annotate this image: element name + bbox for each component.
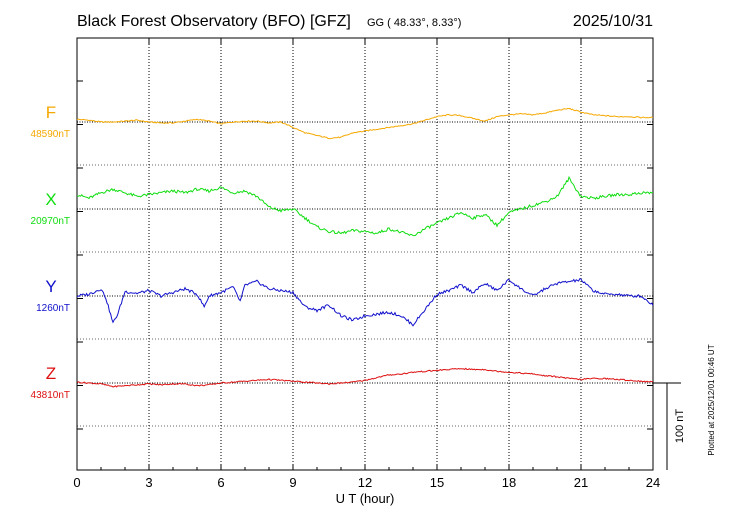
plotted-note: Plotted at 2025/12/01 00:46 UT [707,344,716,455]
series-baseline-label-f: 48590nT [31,129,70,140]
series-line-x [76,175,654,237]
chart-title: Black Forest Observatory (BFO) [GFZ] [77,13,351,30]
series-line-y [76,278,654,327]
x-tick-label: 18 [502,475,516,490]
x-axis-label: U T (hour) [336,491,395,506]
x-tick-label: 9 [289,475,296,490]
station-coords: GG ( 48.33°, 8.33°) [367,17,461,29]
series-line-z [76,367,654,388]
x-tick-label: 0 [73,475,80,490]
x-tick-label: 3 [145,475,152,490]
grid-lines [77,38,653,470]
scale-bar-label: 100 nT [674,409,686,444]
series-name-f: F [46,103,56,122]
x-tick-label: 12 [358,475,372,490]
x-tick-label: 24 [646,475,660,490]
series-baseline-label-y: 1260nT [36,303,70,314]
series-name-y: Y [45,277,56,296]
x-axis: 0 3 6 9 12 15 18 21 24 [73,38,660,490]
series-labels: F 48590nT X 20970nT Y 1260nT Z 43810nT [31,103,70,401]
series-name-x: X [45,190,56,209]
x-tick-label: 6 [217,475,224,490]
chart-date: 2025/10/31 [573,13,653,30]
series-line-f [76,107,654,140]
scale-bar: 100 nT [653,382,686,470]
series-baseline-label-x: 20970nT [31,216,70,227]
x-tick-label: 15 [430,475,444,490]
x-tick-label: 21 [574,475,588,490]
series-layer [76,107,654,388]
series-name-z: Z [46,364,56,383]
series-baseline-label-z: 43810nT [31,390,70,401]
